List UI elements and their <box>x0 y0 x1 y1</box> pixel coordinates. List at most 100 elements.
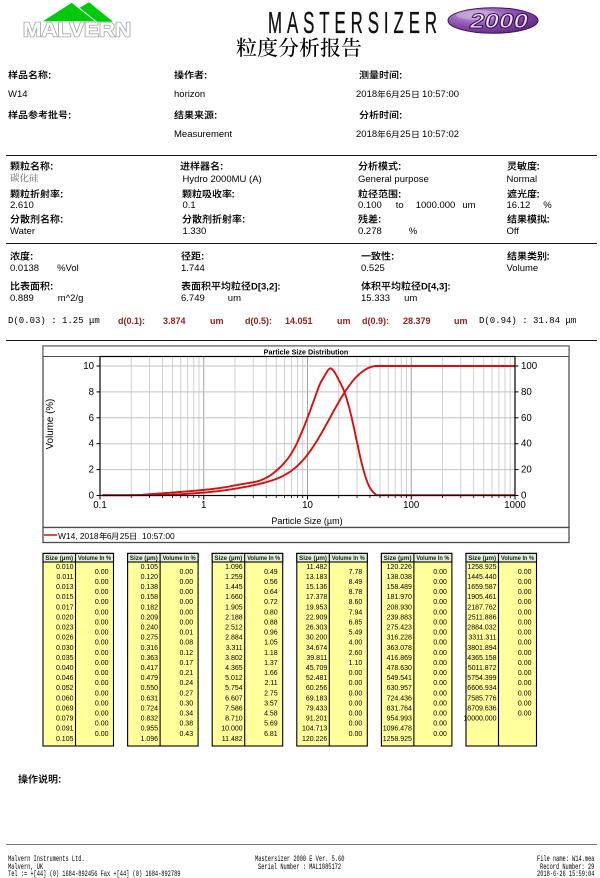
svg-text:0.34: 0.34 <box>179 711 193 718</box>
svg-text:0.00: 0.00 <box>349 721 363 728</box>
svg-text:0.80: 0.80 <box>264 609 278 616</box>
svg-text:0.052: 0.052 <box>56 685 74 692</box>
svg-text:0.00: 0.00 <box>433 680 447 687</box>
svg-text:0.00: 0.00 <box>179 620 193 627</box>
svg-text:0.00: 0.00 <box>433 700 447 707</box>
svg-text:1.18: 1.18 <box>264 650 278 657</box>
svg-text:1.66: 1.66 <box>264 670 278 677</box>
svg-text:34.674: 34.674 <box>306 645 328 652</box>
svg-text:0.00: 0.00 <box>95 569 109 576</box>
svg-text:0.00: 0.00 <box>349 700 363 707</box>
svg-text:1.096: 1.096 <box>141 736 159 743</box>
svg-text:0.00: 0.00 <box>518 690 532 697</box>
svg-text:0.00: 0.00 <box>95 630 109 637</box>
svg-text:100: 100 <box>403 500 420 511</box>
svg-text:1.660: 1.660 <box>225 594 243 601</box>
svg-text:0.00: 0.00 <box>518 630 532 637</box>
svg-text:0.00: 0.00 <box>349 670 363 677</box>
svg-text:Size (µm): Size (µm) <box>214 555 242 562</box>
svg-text:0.138: 0.138 <box>141 584 159 591</box>
svg-text:0.00: 0.00 <box>433 650 447 657</box>
svg-text:0.00: 0.00 <box>95 589 109 596</box>
svg-text:3801.894: 3801.894 <box>467 645 496 652</box>
svg-text:Volume In %: Volume In % <box>416 555 449 562</box>
svg-text:0.316: 0.316 <box>141 645 159 652</box>
svg-text:0.00: 0.00 <box>433 569 447 576</box>
svg-text:0.00: 0.00 <box>518 589 532 596</box>
svg-text:120.226: 120.226 <box>302 736 327 743</box>
svg-text:0.00: 0.00 <box>95 700 109 707</box>
svg-text:0.00: 0.00 <box>433 670 447 677</box>
svg-text:549.541: 549.541 <box>387 675 412 682</box>
svg-text:2000: 2000 <box>469 10 529 33</box>
svg-text:2.884: 2.884 <box>225 635 243 642</box>
svg-text:1.096: 1.096 <box>225 564 243 571</box>
svg-text:0: 0 <box>89 491 95 502</box>
svg-text:Size (µm): Size (µm) <box>130 555 158 562</box>
svg-text:2.75: 2.75 <box>264 690 278 697</box>
svg-text:0.00: 0.00 <box>349 680 363 687</box>
svg-text:0.00: 0.00 <box>95 680 109 687</box>
svg-text:0.724: 0.724 <box>141 706 159 713</box>
svg-text:0.015: 0.015 <box>56 594 74 601</box>
svg-text:0.00: 0.00 <box>518 599 532 606</box>
svg-text:0.182: 0.182 <box>141 604 159 611</box>
svg-text:0.01: 0.01 <box>179 630 193 637</box>
svg-text:1.259: 1.259 <box>225 574 243 581</box>
svg-text:316.228: 316.228 <box>387 635 412 642</box>
svg-text:0.00: 0.00 <box>433 579 447 586</box>
svg-text:0.046: 0.046 <box>56 675 74 682</box>
svg-text:22.909: 22.909 <box>306 614 328 621</box>
svg-text:1905.461: 1905.461 <box>467 594 496 601</box>
svg-text:1: 1 <box>201 500 206 511</box>
svg-text:0.00: 0.00 <box>95 670 109 677</box>
svg-text:Volume In %: Volume In % <box>332 555 365 562</box>
svg-text:5754.399: 5754.399 <box>467 675 496 682</box>
svg-text:11.482: 11.482 <box>222 736 243 743</box>
svg-text:19.953: 19.953 <box>306 604 328 611</box>
svg-text:104.713: 104.713 <box>302 726 327 733</box>
svg-text:1.37: 1.37 <box>264 660 278 667</box>
svg-text:3.311: 3.311 <box>226 645 243 652</box>
svg-text:69.183: 69.183 <box>306 695 328 702</box>
svg-text:0.00: 0.00 <box>95 731 109 738</box>
svg-text:1096.478: 1096.478 <box>383 726 412 733</box>
svg-text:91.201: 91.201 <box>306 716 328 723</box>
svg-text:Size (µm): Size (µm) <box>299 555 327 562</box>
svg-text:8: 8 <box>89 387 94 398</box>
svg-text:26.303: 26.303 <box>306 625 328 632</box>
svg-text:39.811: 39.811 <box>306 655 327 662</box>
svg-text:0.00: 0.00 <box>518 680 532 687</box>
svg-text:2.188: 2.188 <box>225 614 243 621</box>
svg-text:0.030: 0.030 <box>56 645 74 652</box>
svg-text:2511.886: 2511.886 <box>468 614 497 621</box>
svg-text:Particle Size (µm): Particle Size (µm) <box>271 516 342 526</box>
svg-text:0.00: 0.00 <box>518 700 532 707</box>
svg-text:2884.032: 2884.032 <box>467 625 496 632</box>
svg-text:1.10: 1.10 <box>349 660 363 667</box>
svg-text:5.754: 5.754 <box>225 685 243 692</box>
svg-text:0.24: 0.24 <box>179 680 193 687</box>
svg-text:0.00: 0.00 <box>518 579 532 586</box>
svg-text:0.275: 0.275 <box>141 635 159 642</box>
svg-text:0.955: 0.955 <box>141 726 159 733</box>
svg-text:1445.440: 1445.440 <box>467 574 496 581</box>
svg-text:0.00: 0.00 <box>179 609 193 616</box>
svg-text:60: 60 <box>521 413 532 424</box>
svg-text:0.00: 0.00 <box>433 589 447 596</box>
svg-text:0.38: 0.38 <box>179 721 193 728</box>
svg-text:181.970: 181.970 <box>387 594 412 601</box>
svg-text:Size (µm): Size (µm) <box>384 555 412 562</box>
svg-text:0.00: 0.00 <box>433 721 447 728</box>
svg-text:MALVERN: MALVERN <box>23 20 131 42</box>
svg-text:MASTERSIZER: MASTERSIZER <box>268 8 442 38</box>
svg-text:Volume In %: Volume In % <box>501 555 534 562</box>
svg-text:1000: 1000 <box>504 500 526 511</box>
svg-text:0.88: 0.88 <box>264 620 278 627</box>
svg-text:11.482: 11.482 <box>306 564 327 571</box>
svg-text:0.158: 0.158 <box>141 594 159 601</box>
svg-text:52.481: 52.481 <box>306 675 328 682</box>
svg-text:0.00: 0.00 <box>518 660 532 667</box>
svg-text:158.489: 158.489 <box>387 584 412 591</box>
svg-text:0.00: 0.00 <box>179 599 193 606</box>
